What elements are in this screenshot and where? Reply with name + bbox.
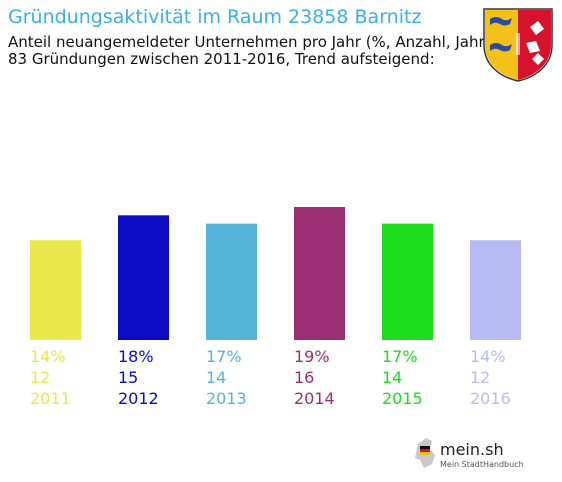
count-label-2014: 16 <box>294 368 315 387</box>
percent-label-2013: 17% <box>206 347 242 366</box>
mein-sh-logo <box>415 438 435 468</box>
logo-text: mein.sh <box>440 440 504 459</box>
bar-2016 <box>470 240 521 340</box>
chart-subtitle: Anteil neuangemeldeter Unternehmen pro J… <box>8 34 491 68</box>
count-label-2015: 14 <box>382 368 403 387</box>
percent-label-2011: 14% <box>30 347 66 366</box>
year-label-2012: 2012 <box>118 389 159 408</box>
coat-of-arms-icon <box>483 8 553 82</box>
percent-label-2016: 14% <box>470 347 506 366</box>
logo-tagline: Mein StadtHandbuch <box>440 460 524 469</box>
subtitle-line-2: 83 Gründungen zwischen 2011-2016, Trend … <box>8 50 435 68</box>
year-label-2013: 2013 <box>206 389 247 408</box>
subtitle-line-1: Anteil neuangemeldeter Unternehmen pro J… <box>8 33 491 51</box>
percent-label-2012: 18% <box>118 347 154 366</box>
bar-2013 <box>206 223 257 340</box>
year-label-2016: 2016 <box>470 389 511 408</box>
year-label-2011: 2011 <box>30 389 71 408</box>
year-label-2015: 2015 <box>382 389 423 408</box>
count-label-2016: 12 <box>470 368 491 387</box>
bar-2011 <box>30 240 81 340</box>
count-label-2011: 12 <box>30 368 51 387</box>
chart-title: Gründungsaktivität im Raum 23858 Barnitz <box>8 6 422 28</box>
bar-2014 <box>294 207 345 340</box>
year-label-2014: 2014 <box>294 389 335 408</box>
percent-label-2014: 19% <box>294 347 330 366</box>
count-label-2012: 15 <box>118 368 139 387</box>
percent-label-2015: 17% <box>382 347 418 366</box>
count-label-2013: 14 <box>206 368 227 387</box>
bar-2015 <box>382 223 433 340</box>
bars-group <box>30 207 521 340</box>
bar-2012 <box>118 215 169 340</box>
